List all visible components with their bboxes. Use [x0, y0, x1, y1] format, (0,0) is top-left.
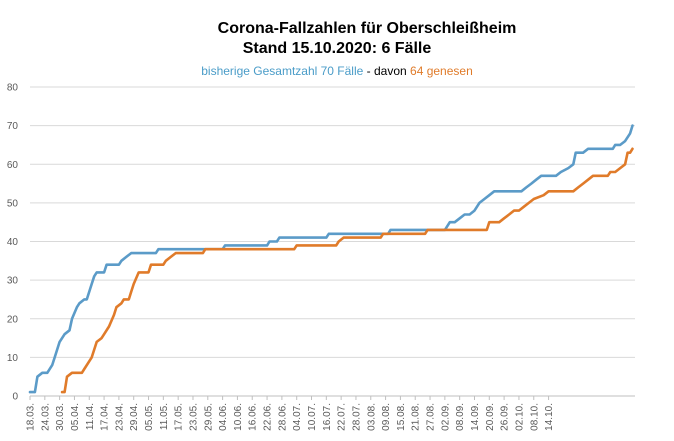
chart-status-title: Stand 15.10.2020: 6 Fälle: [242, 40, 432, 57]
x-tick-label: 10.06.: [233, 403, 244, 431]
x-tick-label: 08.09.: [455, 403, 466, 431]
series-line-1: [28, 124, 634, 394]
x-tick-label: 29.05.: [203, 403, 214, 431]
x-tick-label: 02.10.: [514, 403, 525, 431]
x-tick-label: 30.03.: [55, 403, 66, 431]
y-tick-label: 50: [7, 198, 19, 209]
x-tick-label: 28.06.: [277, 403, 288, 431]
y-tick-label: 70: [7, 121, 19, 132]
x-tick-label: 21.08.: [411, 403, 422, 431]
subtitle-total: bisherige Gesamtzahl 70 Fälle: [201, 64, 364, 78]
x-tick-label: 04.07.: [292, 403, 303, 431]
y-tick-label: 30: [7, 276, 19, 287]
x-tick-label: 05.04.: [70, 403, 81, 431]
y-tick-label: 10: [7, 353, 19, 364]
x-tick-label: 16.07.: [322, 403, 333, 431]
x-tick-label: 23.04.: [114, 403, 125, 431]
x-tick-label: 15.08.: [396, 403, 407, 431]
subtitle-connector: - davon: [363, 64, 411, 78]
x-tick-label: 17.05.: [174, 403, 185, 431]
x-tick-label: 11.05.: [159, 403, 170, 430]
chart-subtitle: bisherige Gesamtzahl 70 Fälle - davon 64…: [0, 64, 674, 78]
series-line-2: [60, 147, 634, 394]
x-tick-label: 10.07.: [307, 403, 318, 431]
x-tick-label: 29.04.: [129, 403, 140, 431]
y-tick-label: 20: [7, 314, 19, 325]
x-tick-label: 05.05.: [144, 403, 155, 431]
x-tick-label: 03.08.: [366, 403, 377, 431]
x-tick-label: 26.09.: [500, 403, 511, 431]
x-tick-label: 18.03.: [26, 403, 37, 431]
y-tick-label: 80: [7, 83, 19, 94]
x-tick-label: 22.06.: [263, 403, 274, 431]
subtitle-recovered: 64 genesen: [410, 64, 473, 78]
x-tick-label: 14.09.: [470, 403, 481, 431]
y-tick-label: 40: [7, 237, 19, 248]
x-tick-label: 02.09.: [440, 403, 451, 431]
x-tick-label: 16.06.: [248, 403, 259, 431]
chart-title: Corona-Fallzahlen für Oberschleißheim: [217, 20, 517, 37]
x-tick-label: 27.08.: [426, 403, 437, 431]
x-tick-label: 04.06.: [218, 403, 229, 431]
y-tick-label: 0: [12, 392, 18, 403]
y-tick-label: 60: [7, 160, 19, 171]
x-tick-label: 20.09.: [485, 403, 496, 431]
x-tick-label: 14.10.: [544, 403, 555, 431]
x-tick-label: 09.08.: [381, 403, 392, 431]
x-tick-label: 23.05.: [188, 403, 199, 431]
x-tick-label: 22.07.: [337, 403, 348, 431]
x-tick-label: 28.07.: [351, 403, 362, 431]
x-tick-label: 24.03.: [40, 403, 51, 431]
x-tick-label: 17.04.: [100, 403, 111, 431]
x-tick-label: 08.10.: [529, 403, 540, 431]
x-tick-label: 11.04.: [85, 403, 96, 430]
